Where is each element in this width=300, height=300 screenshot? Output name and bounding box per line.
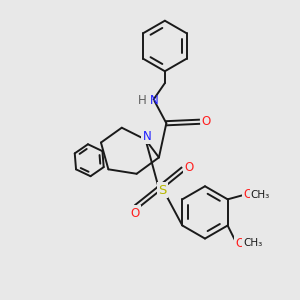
Text: CH₃: CH₃ <box>251 190 270 200</box>
Text: S: S <box>158 184 167 196</box>
Text: O: O <box>243 188 252 201</box>
Text: O: O <box>202 115 211 128</box>
Text: O: O <box>184 161 194 174</box>
Text: O: O <box>130 206 140 220</box>
Text: N: N <box>143 130 152 142</box>
Text: O: O <box>236 237 245 250</box>
Text: N: N <box>150 94 159 107</box>
Text: CH₃: CH₃ <box>243 238 262 248</box>
Text: H: H <box>138 94 147 107</box>
